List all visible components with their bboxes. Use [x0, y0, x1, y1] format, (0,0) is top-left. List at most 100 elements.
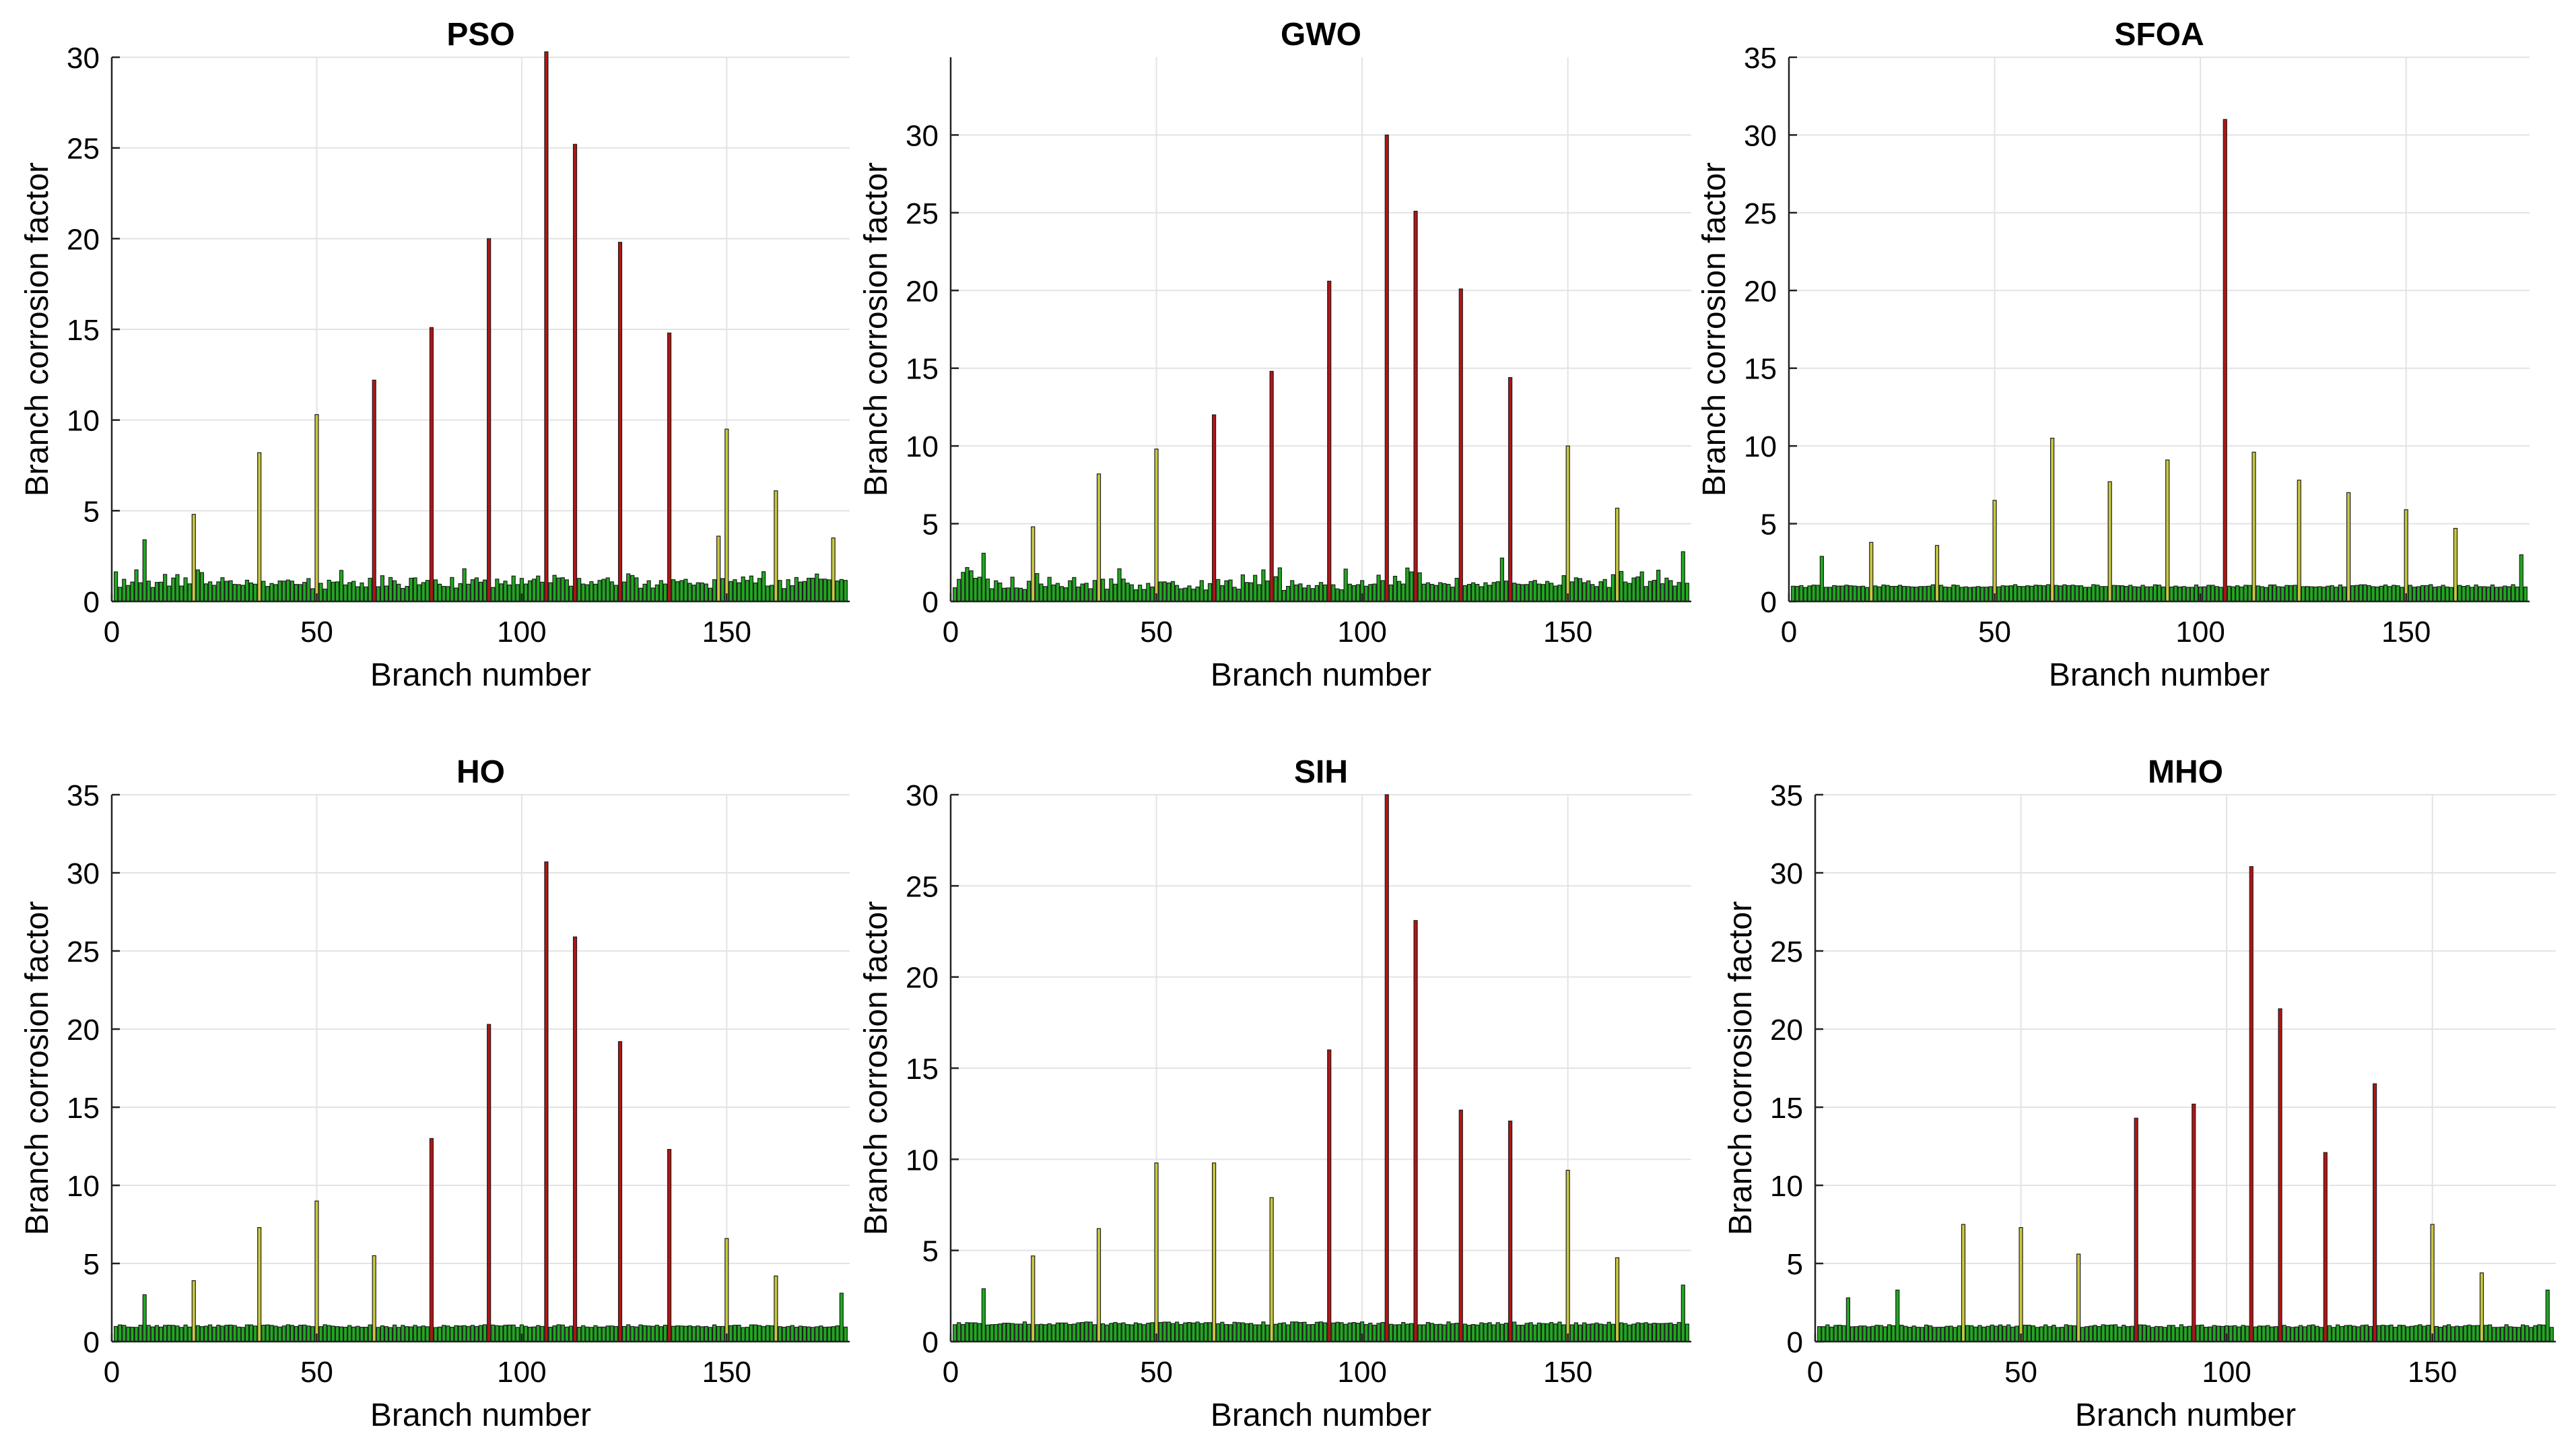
bar — [1158, 581, 1163, 602]
bar — [1347, 1322, 1352, 1342]
bar-highlight — [1413, 210, 1418, 602]
bar — [1893, 586, 1898, 602]
bar — [1376, 574, 1381, 602]
bar — [323, 589, 327, 602]
bar — [1664, 577, 1669, 602]
bar — [1926, 585, 1931, 602]
bar — [1870, 1325, 1875, 1342]
bar — [2504, 1324, 2509, 1342]
bar — [2490, 584, 2495, 602]
bar — [1351, 1321, 1356, 1342]
bar — [417, 1326, 421, 1342]
bar — [2111, 585, 2116, 602]
bar-highlight — [2019, 1227, 2023, 1342]
bar — [277, 580, 282, 602]
bar — [1216, 579, 1221, 602]
bar — [1175, 1321, 1180, 1342]
bar — [1355, 1323, 1361, 1342]
bar — [2282, 1325, 2286, 1342]
bar — [1133, 1322, 1139, 1342]
bar — [2500, 1326, 2505, 1342]
bar — [167, 585, 172, 602]
bar — [1462, 1323, 1467, 1342]
bar — [1902, 586, 1907, 602]
x-tick-label: 150 — [2381, 616, 2431, 649]
bar — [2272, 584, 2277, 602]
bar-highlight — [1934, 545, 1940, 602]
bar — [1569, 581, 1574, 602]
bar — [2392, 585, 2396, 602]
bar — [1914, 587, 1919, 602]
bar — [798, 1325, 803, 1342]
bar — [965, 567, 970, 602]
bar — [1302, 1321, 1307, 1342]
bar — [1183, 1322, 1188, 1342]
bar-highlight — [544, 51, 549, 602]
bar — [478, 581, 483, 602]
bar-highlight — [839, 1292, 844, 1342]
y-tick-label: 30 — [67, 42, 100, 75]
bar — [2190, 587, 2194, 602]
bar — [2264, 587, 2268, 602]
bar — [990, 588, 994, 602]
bar — [1002, 1323, 1007, 1342]
bar — [1064, 587, 1069, 602]
bar — [2017, 586, 2022, 602]
bar — [2124, 586, 2129, 602]
bar — [1125, 583, 1130, 602]
bar — [1150, 586, 1155, 602]
bar — [1199, 1323, 1204, 1342]
bar — [1874, 1325, 1879, 1342]
bar — [1191, 589, 1196, 602]
bar — [1491, 582, 1496, 602]
bar — [1957, 1325, 1961, 1342]
bar — [1532, 1324, 1537, 1342]
bar — [236, 584, 241, 602]
bar — [339, 1326, 344, 1342]
bar — [306, 1325, 311, 1342]
bar — [2401, 1325, 2406, 1342]
bar — [474, 577, 479, 602]
bar — [1117, 1323, 1122, 1342]
bar-highlight — [981, 552, 986, 602]
bar — [1977, 1325, 1982, 1342]
bar-highlight — [1895, 1289, 1900, 1342]
bar — [2313, 586, 2318, 602]
bar — [2393, 1327, 2398, 1342]
bar — [1438, 582, 1443, 602]
bar — [1207, 583, 1213, 602]
y-tick-label: 15 — [67, 1092, 100, 1125]
bar — [2247, 585, 2252, 602]
bar — [2303, 1326, 2307, 1342]
bar — [409, 577, 413, 602]
bar — [1965, 1325, 1970, 1342]
x-tick-label: 150 — [1543, 616, 1592, 649]
bar-highlight — [487, 1024, 492, 1342]
bar — [2161, 586, 2166, 602]
bar — [1409, 571, 1414, 602]
bar — [1162, 1321, 1167, 1342]
bar — [2447, 1324, 2451, 1342]
bar — [712, 1324, 717, 1342]
bar — [1969, 1325, 1974, 1342]
bar — [1298, 583, 1303, 602]
bar — [2031, 1325, 2035, 1342]
bar — [2293, 585, 2297, 602]
y-tick-label: 15 — [1770, 1092, 1803, 1125]
bar — [126, 585, 131, 602]
bar — [2311, 1324, 2315, 1342]
bar — [585, 584, 590, 602]
bar — [994, 1323, 998, 1342]
bar — [532, 579, 537, 602]
y-tick-label: 30 — [1770, 857, 1803, 890]
chart-title: GWO — [1281, 17, 1361, 53]
bar — [1335, 1321, 1340, 1342]
bar — [1249, 1323, 1254, 1342]
bar — [1503, 1323, 1509, 1342]
bar — [253, 583, 258, 602]
bar-highlight — [724, 1238, 729, 1342]
bar — [368, 577, 372, 602]
bar — [1524, 584, 1529, 602]
bar — [495, 579, 500, 602]
bar — [1216, 1323, 1221, 1342]
